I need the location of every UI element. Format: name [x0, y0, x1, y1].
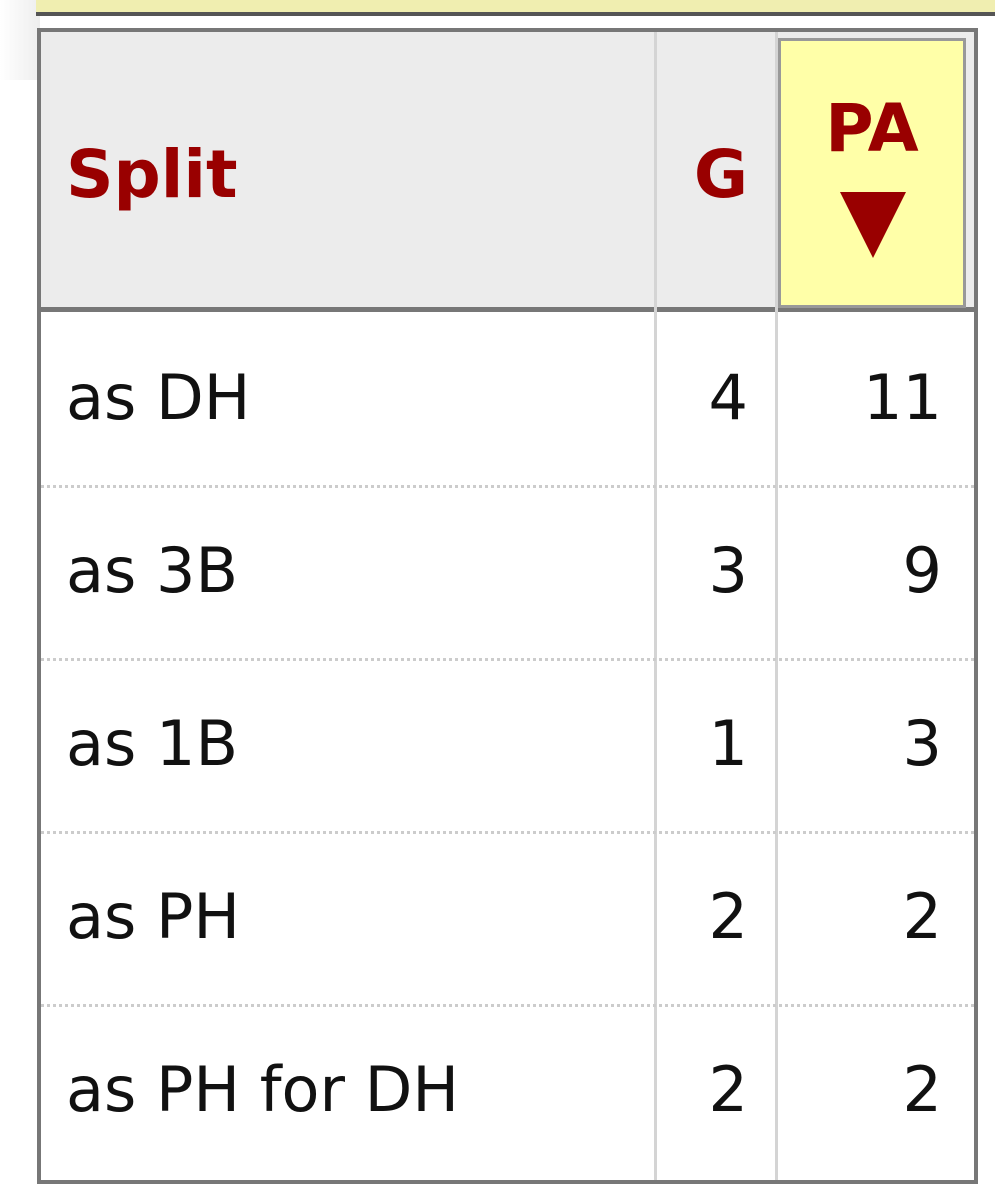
- split-cell: as 3B: [66, 534, 238, 607]
- shadow: [0, 0, 40, 80]
- g-cell: 2: [708, 1053, 748, 1126]
- header-g[interactable]: G: [693, 136, 748, 213]
- g-cell: 4: [708, 361, 748, 434]
- pa-cell: 3: [902, 707, 942, 780]
- g-cell: 3: [708, 534, 748, 607]
- sorted-column-header[interactable]: [778, 38, 966, 308]
- header-pa[interactable]: PA: [825, 90, 919, 167]
- pa-cell: 9: [902, 534, 942, 607]
- pa-cell: 2: [902, 1053, 942, 1126]
- row-separator: [41, 658, 974, 661]
- sort-arrow: [840, 192, 906, 258]
- split-cell: as PH for DH: [66, 1053, 460, 1126]
- column-divider: [775, 32, 778, 1180]
- g-cell: 2: [708, 880, 748, 953]
- column-divider: [654, 32, 657, 1180]
- row-separator: [41, 831, 974, 834]
- split-cell: as DH: [66, 361, 251, 434]
- g-cell: 1: [708, 707, 748, 780]
- row-separator: [41, 485, 974, 488]
- pa-cell: 11: [863, 361, 942, 434]
- top-bar: [36, 0, 995, 16]
- header-split[interactable]: Split: [66, 136, 238, 213]
- split-cell: as PH: [66, 880, 241, 953]
- split-cell: as 1B: [66, 707, 238, 780]
- pa-cell: 2: [902, 880, 942, 953]
- row-separator: [41, 1004, 974, 1007]
